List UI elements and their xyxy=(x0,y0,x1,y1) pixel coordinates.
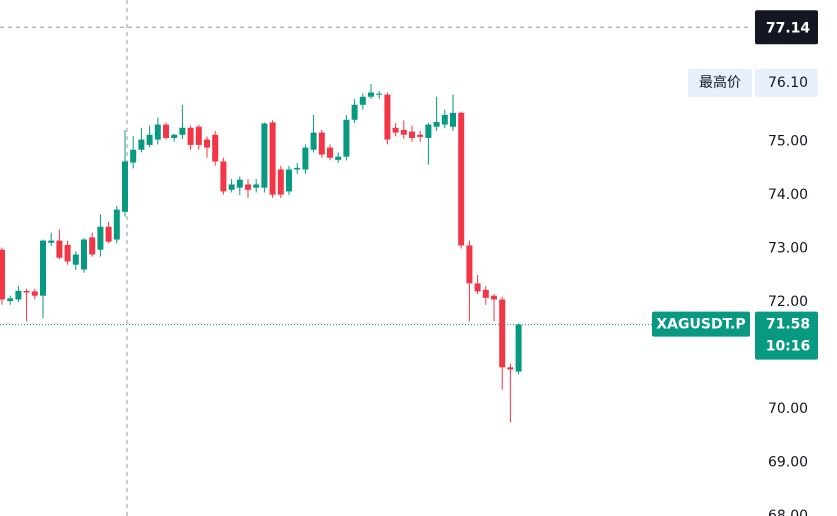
candle-body xyxy=(392,127,399,133)
candle-body xyxy=(327,147,333,158)
candle-body xyxy=(187,127,194,145)
high-marker-value-box xyxy=(755,68,818,97)
candle-body xyxy=(499,299,506,368)
candle-body xyxy=(146,134,153,145)
candle-body xyxy=(179,127,186,135)
candle-body xyxy=(441,114,448,125)
last-price-box xyxy=(755,311,818,360)
candle-body xyxy=(269,122,276,195)
candle-body xyxy=(335,156,342,160)
y-tick-label: 73.00 xyxy=(768,241,808,257)
candle-body xyxy=(318,132,325,155)
candle-body xyxy=(81,239,87,270)
candle-body xyxy=(310,132,317,150)
candle-body xyxy=(64,244,71,262)
candle-body xyxy=(212,134,219,162)
symbol-label: XAGUSDT.P xyxy=(656,317,745,333)
candle-body xyxy=(359,96,366,105)
candle-body xyxy=(368,92,374,97)
y-tick-label: 70.00 xyxy=(768,401,808,417)
candle-body xyxy=(294,167,301,170)
candle-body xyxy=(89,237,96,255)
high-marker-label-box xyxy=(688,68,752,97)
candle-body xyxy=(0,249,5,300)
candle-body xyxy=(343,119,350,157)
candle-body xyxy=(425,124,432,138)
candle-body xyxy=(384,94,391,140)
candle-body xyxy=(48,240,55,243)
candle-body xyxy=(163,124,169,138)
candle-body xyxy=(458,112,465,246)
symbol-box xyxy=(652,311,750,337)
candle-body xyxy=(417,134,424,137)
candle-body xyxy=(220,161,227,192)
candle-body xyxy=(122,161,128,212)
candle-body xyxy=(482,289,489,298)
candle-body xyxy=(15,290,22,300)
candle-body xyxy=(491,295,497,300)
last-price: 71.58 xyxy=(766,317,810,333)
candle-body xyxy=(130,149,137,163)
y-tick-label: 75.00 xyxy=(768,134,808,150)
countdown: 10:16 xyxy=(766,339,811,355)
candle-body xyxy=(474,283,481,292)
candle-body xyxy=(105,226,112,242)
y-tick-label: 68.00 xyxy=(768,508,808,516)
candle-body xyxy=(253,184,260,188)
candle-body xyxy=(351,104,358,120)
candle-body xyxy=(302,147,309,170)
candle-body xyxy=(277,169,284,195)
candle-body xyxy=(7,298,14,302)
candle-body xyxy=(376,93,383,95)
high-marker-value: 76.10 xyxy=(768,75,808,91)
candle-body xyxy=(507,367,514,370)
candle-body xyxy=(261,123,268,188)
candle-body xyxy=(409,131,415,138)
crosshair-price: 77.14 xyxy=(766,20,811,36)
candle-body xyxy=(72,254,79,265)
candle-body xyxy=(31,291,38,296)
candle-body xyxy=(204,139,210,148)
candle-body xyxy=(245,184,251,190)
candle-body xyxy=(113,209,120,240)
candle-body xyxy=(195,126,202,145)
candle-body xyxy=(97,226,104,250)
candle-body xyxy=(450,112,456,127)
y-tick-label: 72.00 xyxy=(768,294,808,310)
candle-body xyxy=(236,179,243,188)
candle-body xyxy=(23,290,30,293)
candle-body xyxy=(138,139,145,150)
candle-body xyxy=(400,129,407,135)
y-tick-label: 74.00 xyxy=(768,187,808,203)
candle-body xyxy=(433,121,440,127)
candle-body xyxy=(171,134,178,138)
candle-body xyxy=(40,240,46,296)
candle-body xyxy=(515,324,522,372)
candle-body xyxy=(286,169,292,192)
candle-body xyxy=(466,245,473,284)
candle-body xyxy=(228,184,235,190)
candle-body xyxy=(154,124,161,140)
crosshair-price-box xyxy=(755,10,818,45)
candle-body xyxy=(56,240,63,258)
high-marker-label: 最高价 xyxy=(699,74,741,91)
y-tick-label: 69.00 xyxy=(768,455,808,471)
